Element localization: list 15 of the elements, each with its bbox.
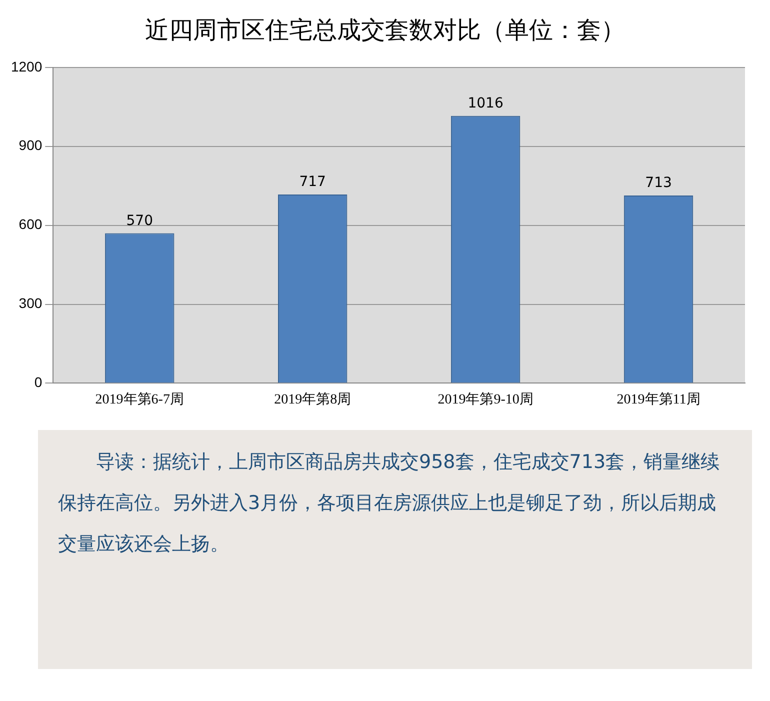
data-label: 570 (126, 212, 153, 229)
data-label: 717 (299, 174, 326, 190)
y-tick-label: 300 (18, 295, 42, 312)
y-tick-label: 0 (34, 374, 42, 390)
y-tick-label: 1200 (10, 58, 42, 74)
data-label: 1016 (468, 95, 504, 112)
data-label: 713 (645, 175, 672, 192)
text: 导读：据统计，上周市区商品房共成交958套，住宅成交713套，销量继续保持在高位。另外进入3月份，各项目在房源供应上也是铆足了劲，所以后期成交量应该还会上扬。 (38, 430, 752, 669)
x-tick-label: 2019年第9-10周 (438, 391, 534, 408)
x-tick-label: 2019年第11周 (616, 391, 700, 408)
x-tick-label: 2019年第6-7周 (95, 391, 184, 408)
y-tick-label: 600 (18, 216, 42, 232)
y-tick-label: 900 (18, 137, 42, 154)
chart-title: 近四周市区住宅总成交套数对比（单位：套） (144, 15, 626, 46)
x-tick-label: 2019年第8周 (274, 391, 352, 408)
